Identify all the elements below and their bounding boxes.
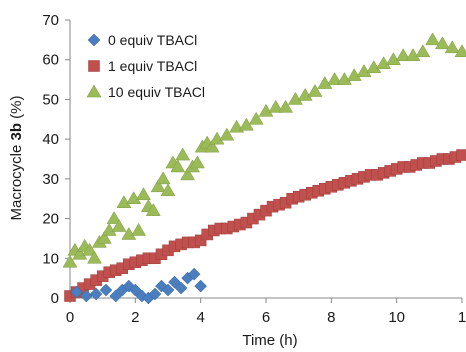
data-point (425, 32, 441, 46)
data-point (194, 279, 208, 293)
data-point (150, 179, 166, 193)
series-layer (62, 32, 466, 305)
data-point (174, 281, 188, 295)
data-point (126, 191, 142, 205)
x-tick-label: 10 (388, 309, 405, 326)
series-diamond (70, 267, 208, 305)
y-tick-label: 70 (42, 12, 59, 29)
x-tick-label: 2 (131, 309, 139, 326)
y-axis-title: Macrocycle 3b (%) (8, 95, 25, 220)
data-point (109, 289, 123, 303)
data-point (415, 44, 431, 58)
x-tick-label: 4 (196, 309, 204, 326)
series-triangle (62, 32, 466, 268)
y-tick-label: 10 (42, 250, 59, 267)
data-point (145, 203, 161, 216)
data-point (116, 195, 132, 208)
legend-marker (87, 33, 101, 47)
legend-marker (88, 60, 100, 72)
x-tick-label: 8 (327, 309, 335, 326)
data-point (189, 155, 205, 169)
data-point (180, 167, 196, 181)
data-point (376, 56, 392, 69)
data-point (287, 91, 303, 105)
data-point (136, 187, 151, 201)
data-point (258, 103, 274, 117)
data-point (346, 68, 362, 81)
data-point (106, 211, 122, 224)
data-point (72, 246, 88, 260)
data-point (336, 72, 352, 85)
data-point (101, 222, 117, 236)
data-point (194, 234, 207, 247)
data-point (155, 171, 171, 185)
legend-label: 1 equiv TBACl (108, 58, 197, 74)
y-axis-title-compound: 3b (8, 123, 25, 141)
series-square (64, 149, 466, 302)
data-point (99, 283, 113, 297)
data-point (268, 99, 284, 113)
data-point (131, 222, 147, 236)
data-point (96, 230, 112, 244)
data-point (175, 147, 191, 161)
data-point (87, 250, 102, 264)
data-point (456, 149, 466, 161)
data-point (317, 76, 333, 89)
data-point (161, 283, 175, 297)
data-point (278, 99, 294, 113)
y-tick-label: 30 (42, 171, 59, 188)
y-axis-title-unit: (%) (8, 95, 25, 123)
y-axis-title-prefix: Macrocycle (8, 140, 25, 220)
y-tick-label: 20 (42, 211, 59, 228)
y-tick-label: 0 (51, 290, 59, 307)
data-point (111, 219, 127, 232)
data-point (209, 131, 225, 145)
legend-marker (86, 84, 102, 98)
y-tick-label: 40 (42, 131, 59, 148)
data-point (385, 52, 401, 66)
data-point (168, 275, 181, 289)
data-point (62, 254, 78, 268)
data-point (366, 60, 382, 73)
x-tick-label: 0 (66, 309, 74, 326)
data-point (297, 87, 313, 101)
data-point (327, 72, 343, 85)
data-point (405, 48, 421, 62)
data-point (160, 183, 176, 197)
data-point (434, 36, 450, 50)
data-point (248, 111, 264, 125)
legend: 0 equiv TBACl 1 equiv TBACl 10 equiv TBACl (86, 32, 205, 100)
data-point (121, 226, 137, 240)
y-tick-label: 50 (42, 91, 59, 108)
data-point (148, 287, 162, 301)
data-point (204, 139, 220, 153)
data-point (444, 40, 460, 54)
data-point (128, 283, 142, 297)
data-point (219, 127, 235, 141)
data-point (356, 64, 372, 77)
x-tick-label: 6 (262, 309, 270, 326)
data-point (82, 242, 98, 256)
axes: 0 10 20 30 40 50 60 70 0 2 4 6 8 10 1 (42, 12, 466, 326)
legend-label: 0 equiv TBACl (108, 32, 197, 48)
x-axis-title: Time (h) (242, 332, 297, 349)
data-point (187, 267, 201, 281)
legend-label: 10 equiv TBACl (108, 84, 205, 100)
data-point (70, 285, 83, 299)
x-tick-label: 1 (458, 309, 466, 326)
data-point (307, 83, 323, 97)
data-point (170, 159, 186, 173)
data-point (89, 287, 103, 301)
y-tick-label: 60 (42, 52, 59, 69)
data-point (395, 48, 411, 62)
